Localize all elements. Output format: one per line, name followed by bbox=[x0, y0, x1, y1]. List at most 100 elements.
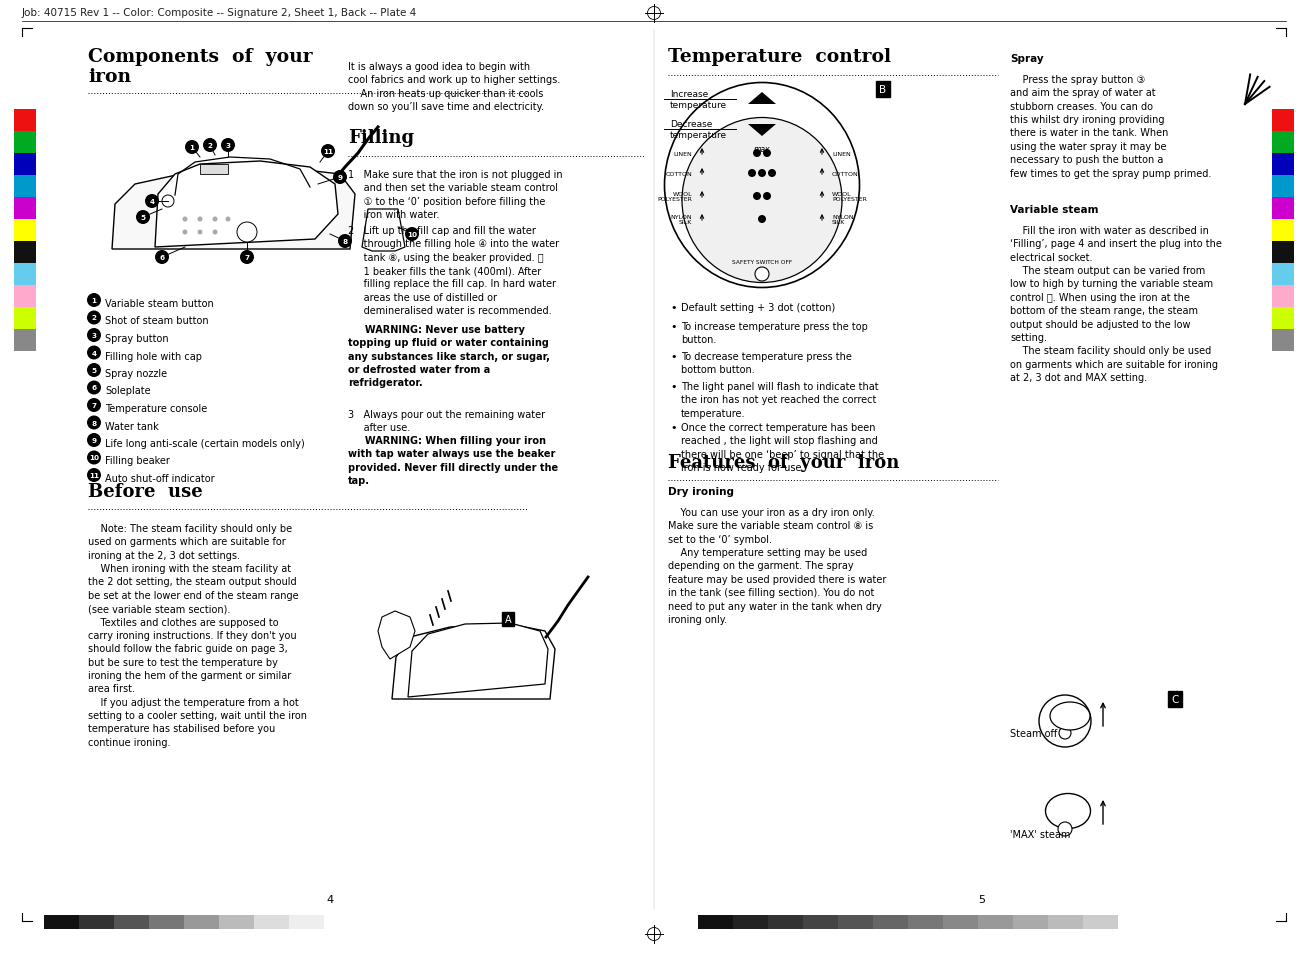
Bar bbox=[872, 915, 908, 929]
Text: 2   Lift up the fill cap and fill the water
     through the filling hole ④ into: 2 Lift up the fill cap and fill the wate… bbox=[348, 226, 559, 315]
Text: 7: 7 bbox=[245, 254, 250, 261]
Text: Auto shut-off indicator: Auto shut-off indicator bbox=[105, 474, 215, 483]
Bar bbox=[14, 153, 37, 175]
Text: 10: 10 bbox=[89, 455, 99, 461]
Text: You can use your iron as a dry iron only.
Make sure the variable steam control ⑧: You can use your iron as a dry iron only… bbox=[668, 507, 887, 624]
Circle shape bbox=[221, 139, 235, 152]
Text: Press the spray button ③
and aim the spray of water at
stubborn creases. You can: Press the spray button ③ and aim the spr… bbox=[1010, 75, 1211, 178]
Circle shape bbox=[88, 451, 101, 465]
Text: 11: 11 bbox=[89, 473, 99, 478]
Bar bbox=[14, 220, 37, 242]
Text: Filling: Filling bbox=[348, 129, 415, 147]
Text: 8: 8 bbox=[92, 420, 97, 426]
Text: NYLON
SILK: NYLON SILK bbox=[832, 214, 854, 225]
Circle shape bbox=[198, 231, 203, 235]
Circle shape bbox=[759, 215, 766, 224]
Circle shape bbox=[759, 170, 766, 178]
Circle shape bbox=[237, 223, 256, 243]
Bar bbox=[1083, 915, 1118, 929]
Text: 9: 9 bbox=[92, 437, 97, 443]
Text: 4: 4 bbox=[149, 199, 154, 205]
Text: Before  use: Before use bbox=[88, 482, 203, 500]
Polygon shape bbox=[748, 92, 776, 105]
Bar bbox=[14, 286, 37, 308]
Text: A: A bbox=[505, 615, 511, 624]
Text: Spray nozzle: Spray nozzle bbox=[105, 369, 167, 378]
Text: Dry ironing: Dry ironing bbox=[668, 486, 734, 497]
Bar bbox=[1271, 132, 1294, 153]
Bar bbox=[1271, 153, 1294, 175]
Circle shape bbox=[88, 434, 101, 448]
Polygon shape bbox=[156, 162, 337, 248]
Text: Variable steam button: Variable steam button bbox=[105, 298, 213, 309]
Text: 'MAX' steam: 'MAX' steam bbox=[1010, 829, 1070, 840]
Circle shape bbox=[88, 346, 101, 360]
Text: 8: 8 bbox=[343, 239, 348, 245]
Text: To increase temperature press the top
button.: To increase temperature press the top bu… bbox=[681, 322, 869, 345]
Circle shape bbox=[768, 170, 776, 178]
Text: Note: The steam facility should only be
used on garments which are suitable for
: Note: The steam facility should only be … bbox=[88, 523, 307, 747]
Bar bbox=[1271, 175, 1294, 198]
Text: 1: 1 bbox=[190, 145, 195, 151]
Text: Shot of steam button: Shot of steam button bbox=[105, 316, 208, 326]
Ellipse shape bbox=[1045, 794, 1091, 828]
Circle shape bbox=[156, 251, 169, 265]
Circle shape bbox=[88, 312, 101, 325]
Text: WARNING: When filling your iron
with tap water always use the beaker
provided. N: WARNING: When filling your iron with tap… bbox=[348, 436, 559, 486]
Text: The light panel will flash to indicate that
the iron has not yet reached the cor: The light panel will flash to indicate t… bbox=[681, 381, 879, 418]
Circle shape bbox=[212, 231, 217, 235]
Text: 3: 3 bbox=[92, 333, 97, 338]
Text: Once the correct temperature has been
reached , the light will stop flashing and: Once the correct temperature has been re… bbox=[681, 422, 884, 473]
Bar bbox=[1271, 308, 1294, 330]
Bar bbox=[218, 915, 254, 929]
Text: 9: 9 bbox=[337, 174, 343, 181]
Bar bbox=[14, 330, 37, 352]
Polygon shape bbox=[112, 168, 354, 250]
Bar bbox=[943, 915, 978, 929]
Circle shape bbox=[763, 150, 770, 158]
Circle shape bbox=[334, 171, 347, 185]
Circle shape bbox=[184, 141, 199, 154]
Text: •: • bbox=[670, 381, 676, 392]
Circle shape bbox=[136, 211, 150, 225]
Circle shape bbox=[88, 381, 101, 395]
Bar bbox=[1012, 915, 1048, 929]
Bar bbox=[1271, 220, 1294, 242]
Circle shape bbox=[405, 228, 419, 242]
Bar bbox=[1048, 915, 1083, 929]
Bar bbox=[14, 132, 37, 153]
Bar bbox=[1271, 286, 1294, 308]
Bar bbox=[978, 915, 1012, 929]
Circle shape bbox=[88, 469, 101, 482]
Polygon shape bbox=[408, 623, 548, 698]
Text: To decrease temperature press the
bottom button.: To decrease temperature press the bottom… bbox=[681, 352, 852, 375]
Circle shape bbox=[88, 416, 101, 430]
Text: 3: 3 bbox=[225, 143, 230, 149]
Text: C: C bbox=[1171, 695, 1179, 704]
Text: 4: 4 bbox=[327, 894, 334, 904]
Circle shape bbox=[1039, 696, 1091, 747]
Text: iron: iron bbox=[88, 68, 131, 86]
Text: 1: 1 bbox=[92, 297, 97, 304]
Text: 11: 11 bbox=[323, 149, 334, 154]
Bar bbox=[200, 165, 228, 174]
Circle shape bbox=[88, 329, 101, 343]
Text: Features  of  your  iron: Features of your iron bbox=[668, 454, 900, 472]
Text: Temperature  control: Temperature control bbox=[668, 48, 891, 66]
Bar bbox=[289, 915, 324, 929]
Text: 5: 5 bbox=[92, 368, 97, 374]
Text: Spray: Spray bbox=[1010, 54, 1044, 64]
Ellipse shape bbox=[664, 84, 859, 288]
Bar bbox=[149, 915, 184, 929]
Text: WARNING: Never use battery
topping up fluid or water containing
any substances l: WARNING: Never use battery topping up fl… bbox=[348, 325, 549, 388]
Text: Soleplate: Soleplate bbox=[105, 386, 150, 396]
Ellipse shape bbox=[681, 118, 842, 283]
Text: Variable steam: Variable steam bbox=[1010, 205, 1099, 214]
Text: Job: 40715 Rev 1 -- Color: Composite -- Signature 2, Sheet 1, Back -- Plate 4: Job: 40715 Rev 1 -- Color: Composite -- … bbox=[22, 8, 417, 18]
Text: Fill the iron with water as described in
‘Filling’, page 4 and insert the plug i: Fill the iron with water as described in… bbox=[1010, 226, 1222, 382]
Text: SAFETY SWITCH OFF: SAFETY SWITCH OFF bbox=[732, 260, 793, 265]
Bar bbox=[14, 242, 37, 264]
Bar bbox=[44, 915, 78, 929]
Bar bbox=[1271, 110, 1294, 132]
Circle shape bbox=[88, 364, 101, 377]
